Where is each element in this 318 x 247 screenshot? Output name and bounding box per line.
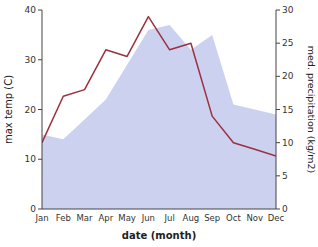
y2-tick bbox=[276, 142, 280, 143]
x-axis-label: date (month) bbox=[122, 230, 196, 241]
y-tick-label: 20 bbox=[25, 105, 37, 115]
y2-tick-label: 30 bbox=[282, 5, 294, 15]
y2-tick-label: 5 bbox=[282, 171, 288, 181]
y2-tick-label: 10 bbox=[282, 138, 294, 148]
x-axis bbox=[42, 209, 276, 210]
x-tick-label: Jan bbox=[34, 213, 48, 223]
x-tick-label: May bbox=[118, 213, 136, 223]
x-tick-label: Sep bbox=[204, 213, 220, 223]
y-tick bbox=[38, 109, 42, 110]
x-tick-label: Dec bbox=[268, 213, 285, 223]
chart: 010203040051015202530JanFebMarAprMayJunJ… bbox=[0, 0, 318, 247]
x-tick-label: Apr bbox=[98, 213, 113, 223]
y2-tick bbox=[276, 209, 280, 210]
plot-area bbox=[42, 17, 276, 209]
y-tick bbox=[38, 159, 42, 160]
x-tick-label: Aug bbox=[183, 213, 200, 223]
y2-tick bbox=[276, 109, 280, 110]
precip-line bbox=[42, 17, 276, 156]
y-axis-label: max temp (C) bbox=[3, 75, 14, 144]
y-tick bbox=[38, 10, 42, 11]
x-tick-label: Jun bbox=[141, 213, 155, 223]
y-tick-label: 40 bbox=[25, 5, 37, 15]
x-tick-label: Mar bbox=[77, 213, 94, 223]
y-tick-label: 30 bbox=[25, 55, 37, 65]
x-tick-label: Oct bbox=[226, 213, 241, 223]
y-tick-label: 10 bbox=[25, 154, 37, 164]
temp-area bbox=[42, 25, 276, 209]
x-tick-label: Feb bbox=[56, 213, 71, 223]
y2-axis-label: med. precipitation (kg/m2) bbox=[306, 46, 317, 173]
y-tick bbox=[38, 209, 42, 210]
y2-tick bbox=[276, 76, 280, 77]
x-tick-label: Nov bbox=[246, 213, 263, 223]
y2-tick-label: 15 bbox=[282, 105, 293, 115]
y2-tick-label: 25 bbox=[282, 38, 293, 48]
y2-tick bbox=[276, 175, 280, 176]
y2-tick bbox=[276, 43, 280, 44]
x-tick-label: Jul bbox=[164, 213, 175, 223]
y2-tick bbox=[276, 10, 280, 11]
y-tick bbox=[38, 59, 42, 60]
y2-tick-label: 20 bbox=[282, 71, 294, 81]
